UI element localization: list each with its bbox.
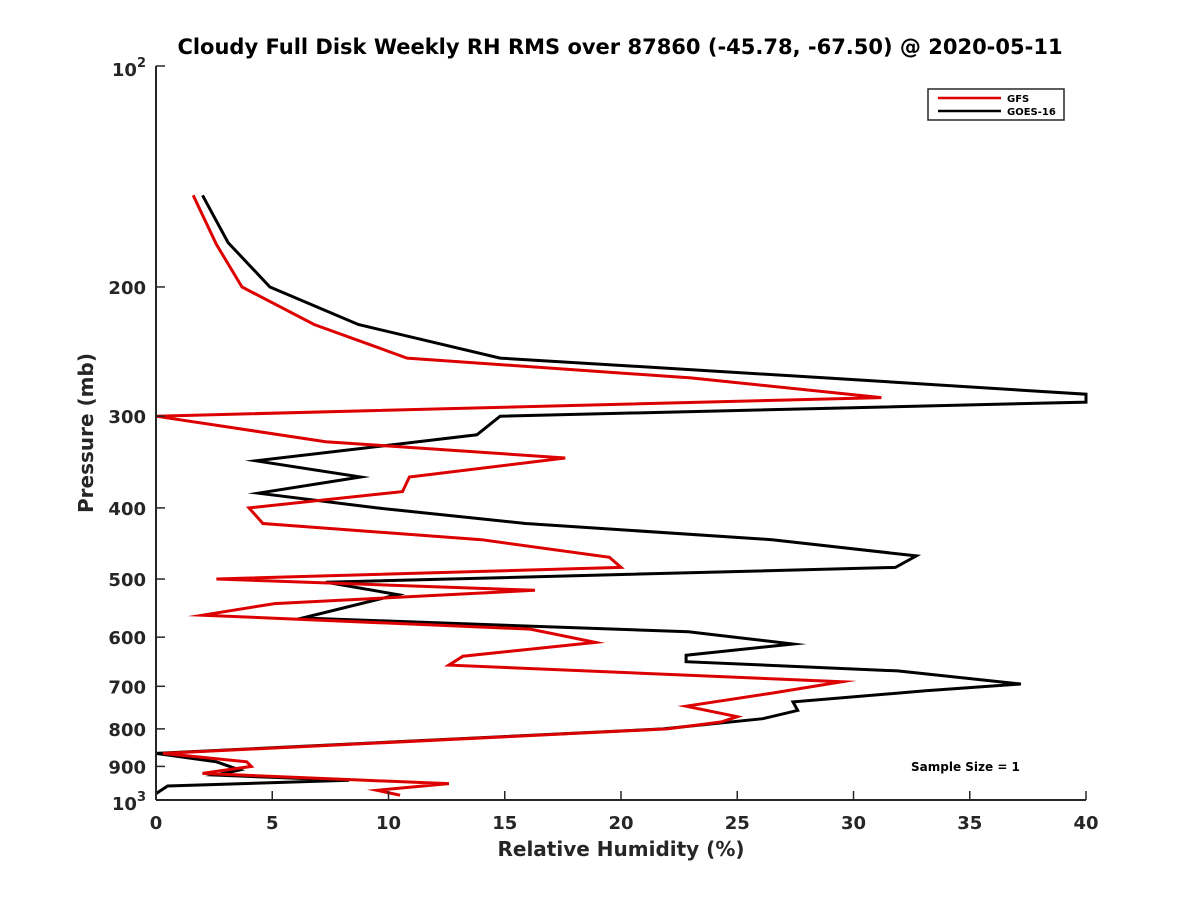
y-tick-label: 600 <box>108 628 146 649</box>
x-tick-label: 5 <box>266 813 279 834</box>
x-tick-label: 20 <box>608 813 633 834</box>
sample-size-annotation: Sample Size = 1 <box>911 760 1020 774</box>
legend-items: GFS GOES-16 <box>938 94 1056 118</box>
y-tick-label-base: 10 <box>112 60 137 81</box>
x-tick-label: 25 <box>725 813 750 834</box>
plot-area <box>155 194 1088 797</box>
y-tick-label: 300 <box>108 407 146 428</box>
y-tick-label: 400 <box>108 499 146 520</box>
y-tick-label: 200 <box>108 278 146 299</box>
y-tick-label-exponent: 3 <box>137 790 146 805</box>
x-tick-label: 15 <box>492 813 517 834</box>
chart-title: Cloudy Full Disk Weekly RH RMS over 8786… <box>177 35 1062 59</box>
y-tick-label: 900 <box>108 757 146 778</box>
y-tick-label: 700 <box>108 677 146 698</box>
x-tick-label: 30 <box>841 813 866 834</box>
y-axis-label: Pressure (mb) <box>74 353 98 513</box>
legend-label: GFS <box>1007 94 1029 105</box>
x-tick-label: 0 <box>150 813 163 834</box>
y-tick-label: 500 <box>108 570 146 591</box>
y-tick-label: 800 <box>108 720 146 741</box>
x-tick-label: 35 <box>957 813 982 834</box>
series-line-gfs <box>155 194 882 797</box>
y-tick-label-exponent: 2 <box>137 56 146 71</box>
y-tick-label-base: 10 <box>112 794 137 815</box>
x-tick-label: 10 <box>376 813 401 834</box>
x-axis-ticks: 0 5 10 15 20 25 30 35 40 <box>150 791 1099 834</box>
legend-box <box>927 88 1065 121</box>
legend: GFS GOES-16 <box>927 88 1065 121</box>
y-tick-label: 102 <box>112 56 146 81</box>
y-tick-label: 103 <box>112 790 146 815</box>
x-tick-label: 40 <box>1073 813 1098 834</box>
legend-label: GOES-16 <box>1007 107 1056 118</box>
x-axis-label: Relative Humidity (%) <box>497 837 744 861</box>
